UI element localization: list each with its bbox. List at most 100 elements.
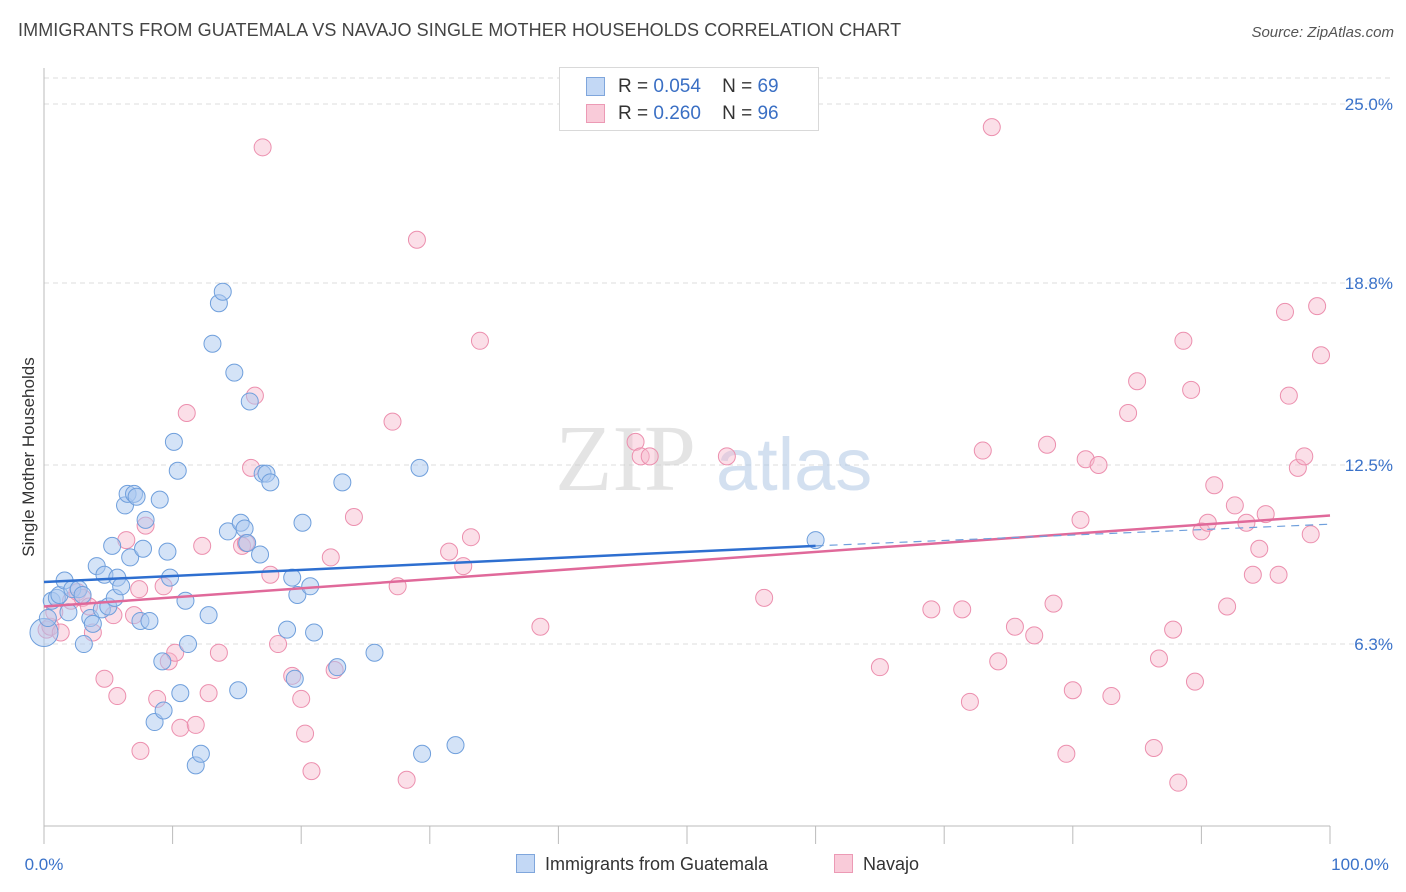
trend-lines xyxy=(43,514,1331,608)
navajo-point xyxy=(1149,649,1168,668)
navajo-point xyxy=(253,138,272,157)
navajo-point xyxy=(454,557,473,576)
guatemala-point xyxy=(365,643,384,662)
navajo-point xyxy=(95,669,114,688)
legend-label-guatemala: Immigrants from Guatemala xyxy=(545,854,769,874)
navajo-point xyxy=(1218,597,1237,616)
navajo-point xyxy=(717,447,736,466)
legend-swatch-pink xyxy=(586,104,605,123)
guatemala-point xyxy=(199,606,218,625)
guatemala-point xyxy=(176,591,195,610)
guatemala-point xyxy=(446,736,465,755)
navajo-point xyxy=(177,404,196,423)
watermark-zip: ZIP xyxy=(555,407,696,511)
navajo-point xyxy=(470,331,489,350)
legend-label-navajo: Navajo xyxy=(863,854,920,874)
navajo-point xyxy=(397,770,416,789)
guatemala-point xyxy=(251,545,270,564)
navajo-point xyxy=(130,580,149,599)
navajo-point xyxy=(531,617,550,636)
guatemala-point xyxy=(158,542,177,561)
guatemala-point xyxy=(285,669,304,688)
x-tick-label: 0.0% xyxy=(25,855,64,874)
guatemala-point xyxy=(171,684,190,703)
navajo-point xyxy=(1063,681,1082,700)
y-tick-label: 6.3% xyxy=(1354,635,1393,654)
guatemala-point xyxy=(83,614,102,633)
guatemala-point xyxy=(240,392,259,411)
navajo-point xyxy=(199,684,218,703)
guatemala-point xyxy=(150,490,169,509)
navajo-point xyxy=(1295,447,1314,466)
navajo-point xyxy=(953,600,972,619)
navajo-point xyxy=(440,542,459,561)
guatemala-point xyxy=(136,510,155,529)
guatemala-point xyxy=(203,334,222,353)
navajo-point xyxy=(755,588,774,607)
navajo-point xyxy=(1243,565,1262,584)
y-tick-label: 25.0% xyxy=(1345,95,1393,114)
navajo-point xyxy=(108,687,127,706)
legend-n-label: N = xyxy=(722,103,753,124)
x-tick-label: 100.0% xyxy=(1331,855,1389,874)
navajo-point xyxy=(1119,404,1138,423)
y-axis-label: Single Mother Households xyxy=(19,357,38,556)
navajo-point xyxy=(640,447,659,466)
guatemala-point xyxy=(74,635,93,654)
navajo-point xyxy=(407,230,426,249)
axes xyxy=(43,68,1331,844)
navajo-point xyxy=(922,600,941,619)
watermark-atlas: atlas xyxy=(716,423,872,506)
legend-r-label: R = xyxy=(618,76,649,97)
legend-swatch-blue xyxy=(516,854,535,873)
navajo-point xyxy=(261,565,280,584)
tick-labels: 6.3% 12.5% 18.8% 25.0% 0.0% 100.0% xyxy=(25,95,1393,874)
navajo-point xyxy=(193,536,212,555)
guatemala-point xyxy=(121,548,140,567)
guatemala-point xyxy=(229,681,248,700)
navajo-point xyxy=(321,548,340,567)
navajo-point xyxy=(989,652,1008,671)
navajo-point xyxy=(1089,455,1108,474)
navajo-point xyxy=(631,447,650,466)
navajo-point xyxy=(1185,672,1204,691)
navajo-point xyxy=(1250,539,1269,558)
guatemala-point xyxy=(293,513,312,532)
navajo-point xyxy=(1279,386,1298,405)
guatemala-point xyxy=(328,658,347,677)
navajo-point xyxy=(1269,565,1288,584)
guatemala-point xyxy=(261,473,280,492)
navajo-point xyxy=(1025,626,1044,645)
navajo-point xyxy=(626,432,645,451)
guatemala-point xyxy=(103,536,122,555)
navajo-trend-line xyxy=(43,514,1331,608)
navajo-point xyxy=(1275,302,1294,321)
guatemala-point xyxy=(73,585,92,604)
navajo-point xyxy=(1169,773,1188,792)
guatemala-point xyxy=(225,363,244,382)
guatemala-trend-line xyxy=(43,544,816,584)
navajo-point xyxy=(870,658,889,677)
source-credit: Source: ZipAtlas.com xyxy=(1251,24,1394,41)
navajo-point xyxy=(296,724,315,743)
navajo-point xyxy=(302,762,321,781)
guatemala-point xyxy=(213,282,232,301)
navajo-point xyxy=(1288,458,1307,477)
navajo-point xyxy=(1102,687,1121,706)
guatemala-point xyxy=(161,568,180,587)
guatemala-point xyxy=(153,652,172,671)
correlation-legend: R = 0.054 N = 69 R = 0.260 N = 96 xyxy=(559,67,819,131)
navajo-point xyxy=(1128,372,1147,391)
guatemala-point xyxy=(134,539,153,558)
guatemala-point xyxy=(38,609,57,628)
navajo-point xyxy=(1174,331,1193,350)
legend-swatch-blue xyxy=(586,77,605,96)
legend-n-value: 69 xyxy=(757,76,779,97)
navajo-point xyxy=(1225,496,1244,515)
navajo-point xyxy=(1071,510,1090,529)
navajo-point xyxy=(269,635,288,654)
legend-swatch-pink xyxy=(834,854,853,873)
navajo-point xyxy=(1057,744,1076,763)
legend-r-value: 0.054 xyxy=(653,76,701,97)
